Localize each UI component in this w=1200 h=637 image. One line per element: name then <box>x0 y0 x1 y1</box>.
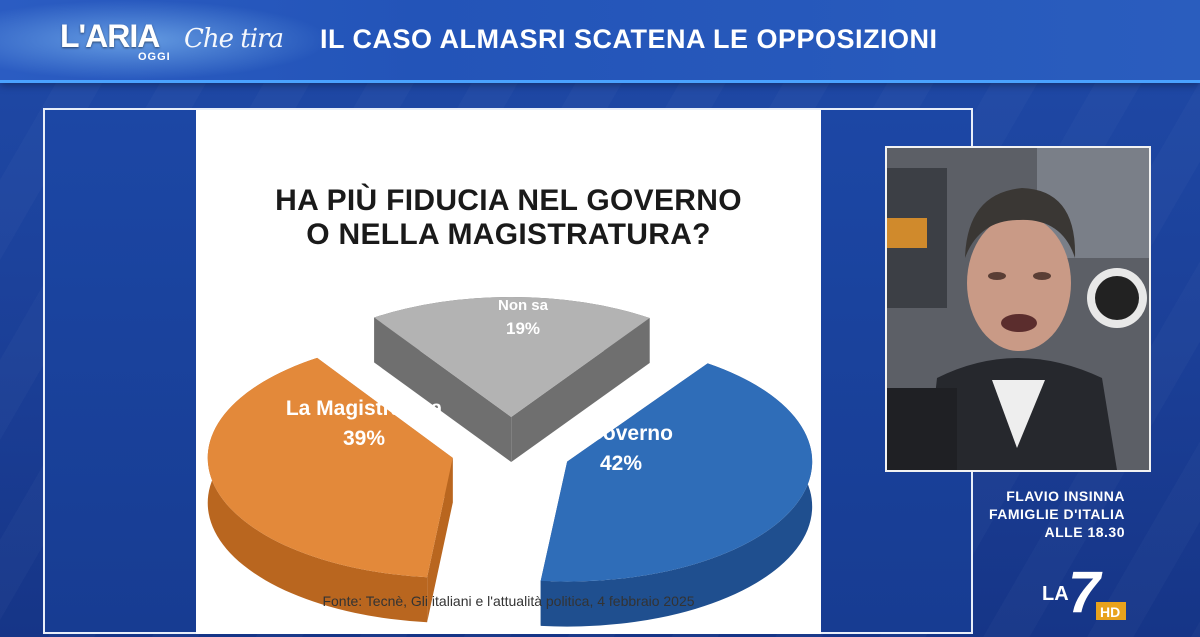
pie-value-magistratura: 39% <box>343 427 385 450</box>
pie-label-non-sa: Non sa <box>498 297 549 314</box>
hd-badge <box>1096 602 1126 620</box>
chart-title: HA PIÙ FIDUCIA NEL GOVERNO O NELLA MAGIS… <box>196 184 821 252</box>
chart-panel: Il Governo 42% La Magistratura 39% Non sa 19%… <box>196 110 821 634</box>
pie-value-governo: 42% <box>600 452 642 475</box>
pie-label-magistratura: La Magistratura <box>286 397 443 420</box>
logo-script-text: Che tira <box>184 24 284 54</box>
channel-logo: LA 7 HD <box>1042 560 1126 622</box>
speaker-figure <box>887 148 1149 470</box>
promo-line-3: ALLE 18.30 <box>1044 524 1125 540</box>
pie-value-non-sa: 19% <box>506 319 540 338</box>
top-banner: L'ARIA OGGI Che tira IL CASO ALMASRI SCA… <box>0 0 1200 83</box>
banner-glow <box>0 0 330 80</box>
pie-slice-governo <box>540 363 813 627</box>
pie-label-governo: Il Governo <box>569 422 673 445</box>
pie-slice-magistratura <box>207 357 453 623</box>
headline: IL CASO ALMASRI SCATENA LE OPPOSIZIONI <box>320 24 938 54</box>
channel-name: LA <box>1042 583 1069 605</box>
pie-chart: Il Governo 42% La Magistratura 39% Non sa 19% <box>207 297 813 627</box>
chart-title-line-1: HA PIÙ FIDUCIA NEL GOVERNO <box>275 184 742 217</box>
show-logo: L'ARIA OGGI Che tira <box>60 14 300 70</box>
chart-source: Fonte: Tecnè, Gli italiani e l'attualità… <box>322 593 695 609</box>
logo-main-text: L'ARIA <box>60 18 160 54</box>
promo-text: FLAVIO INSINNA FAMIGLIE D'ITALIA ALLE 18… <box>975 487 1125 541</box>
pie-slice-non-sa <box>374 297 650 463</box>
chart-title-line-2: O NELLA MAGISTRATURA? <box>306 218 711 251</box>
video-inset <box>885 146 1151 472</box>
hd-badge-text: HD <box>1100 604 1120 620</box>
logo-sub-text: OGGI <box>138 51 171 63</box>
promo-line-1: FLAVIO INSINNA <box>1006 488 1125 504</box>
promo-line-2: FAMIGLIE D'ITALIA <box>988 506 1125 522</box>
